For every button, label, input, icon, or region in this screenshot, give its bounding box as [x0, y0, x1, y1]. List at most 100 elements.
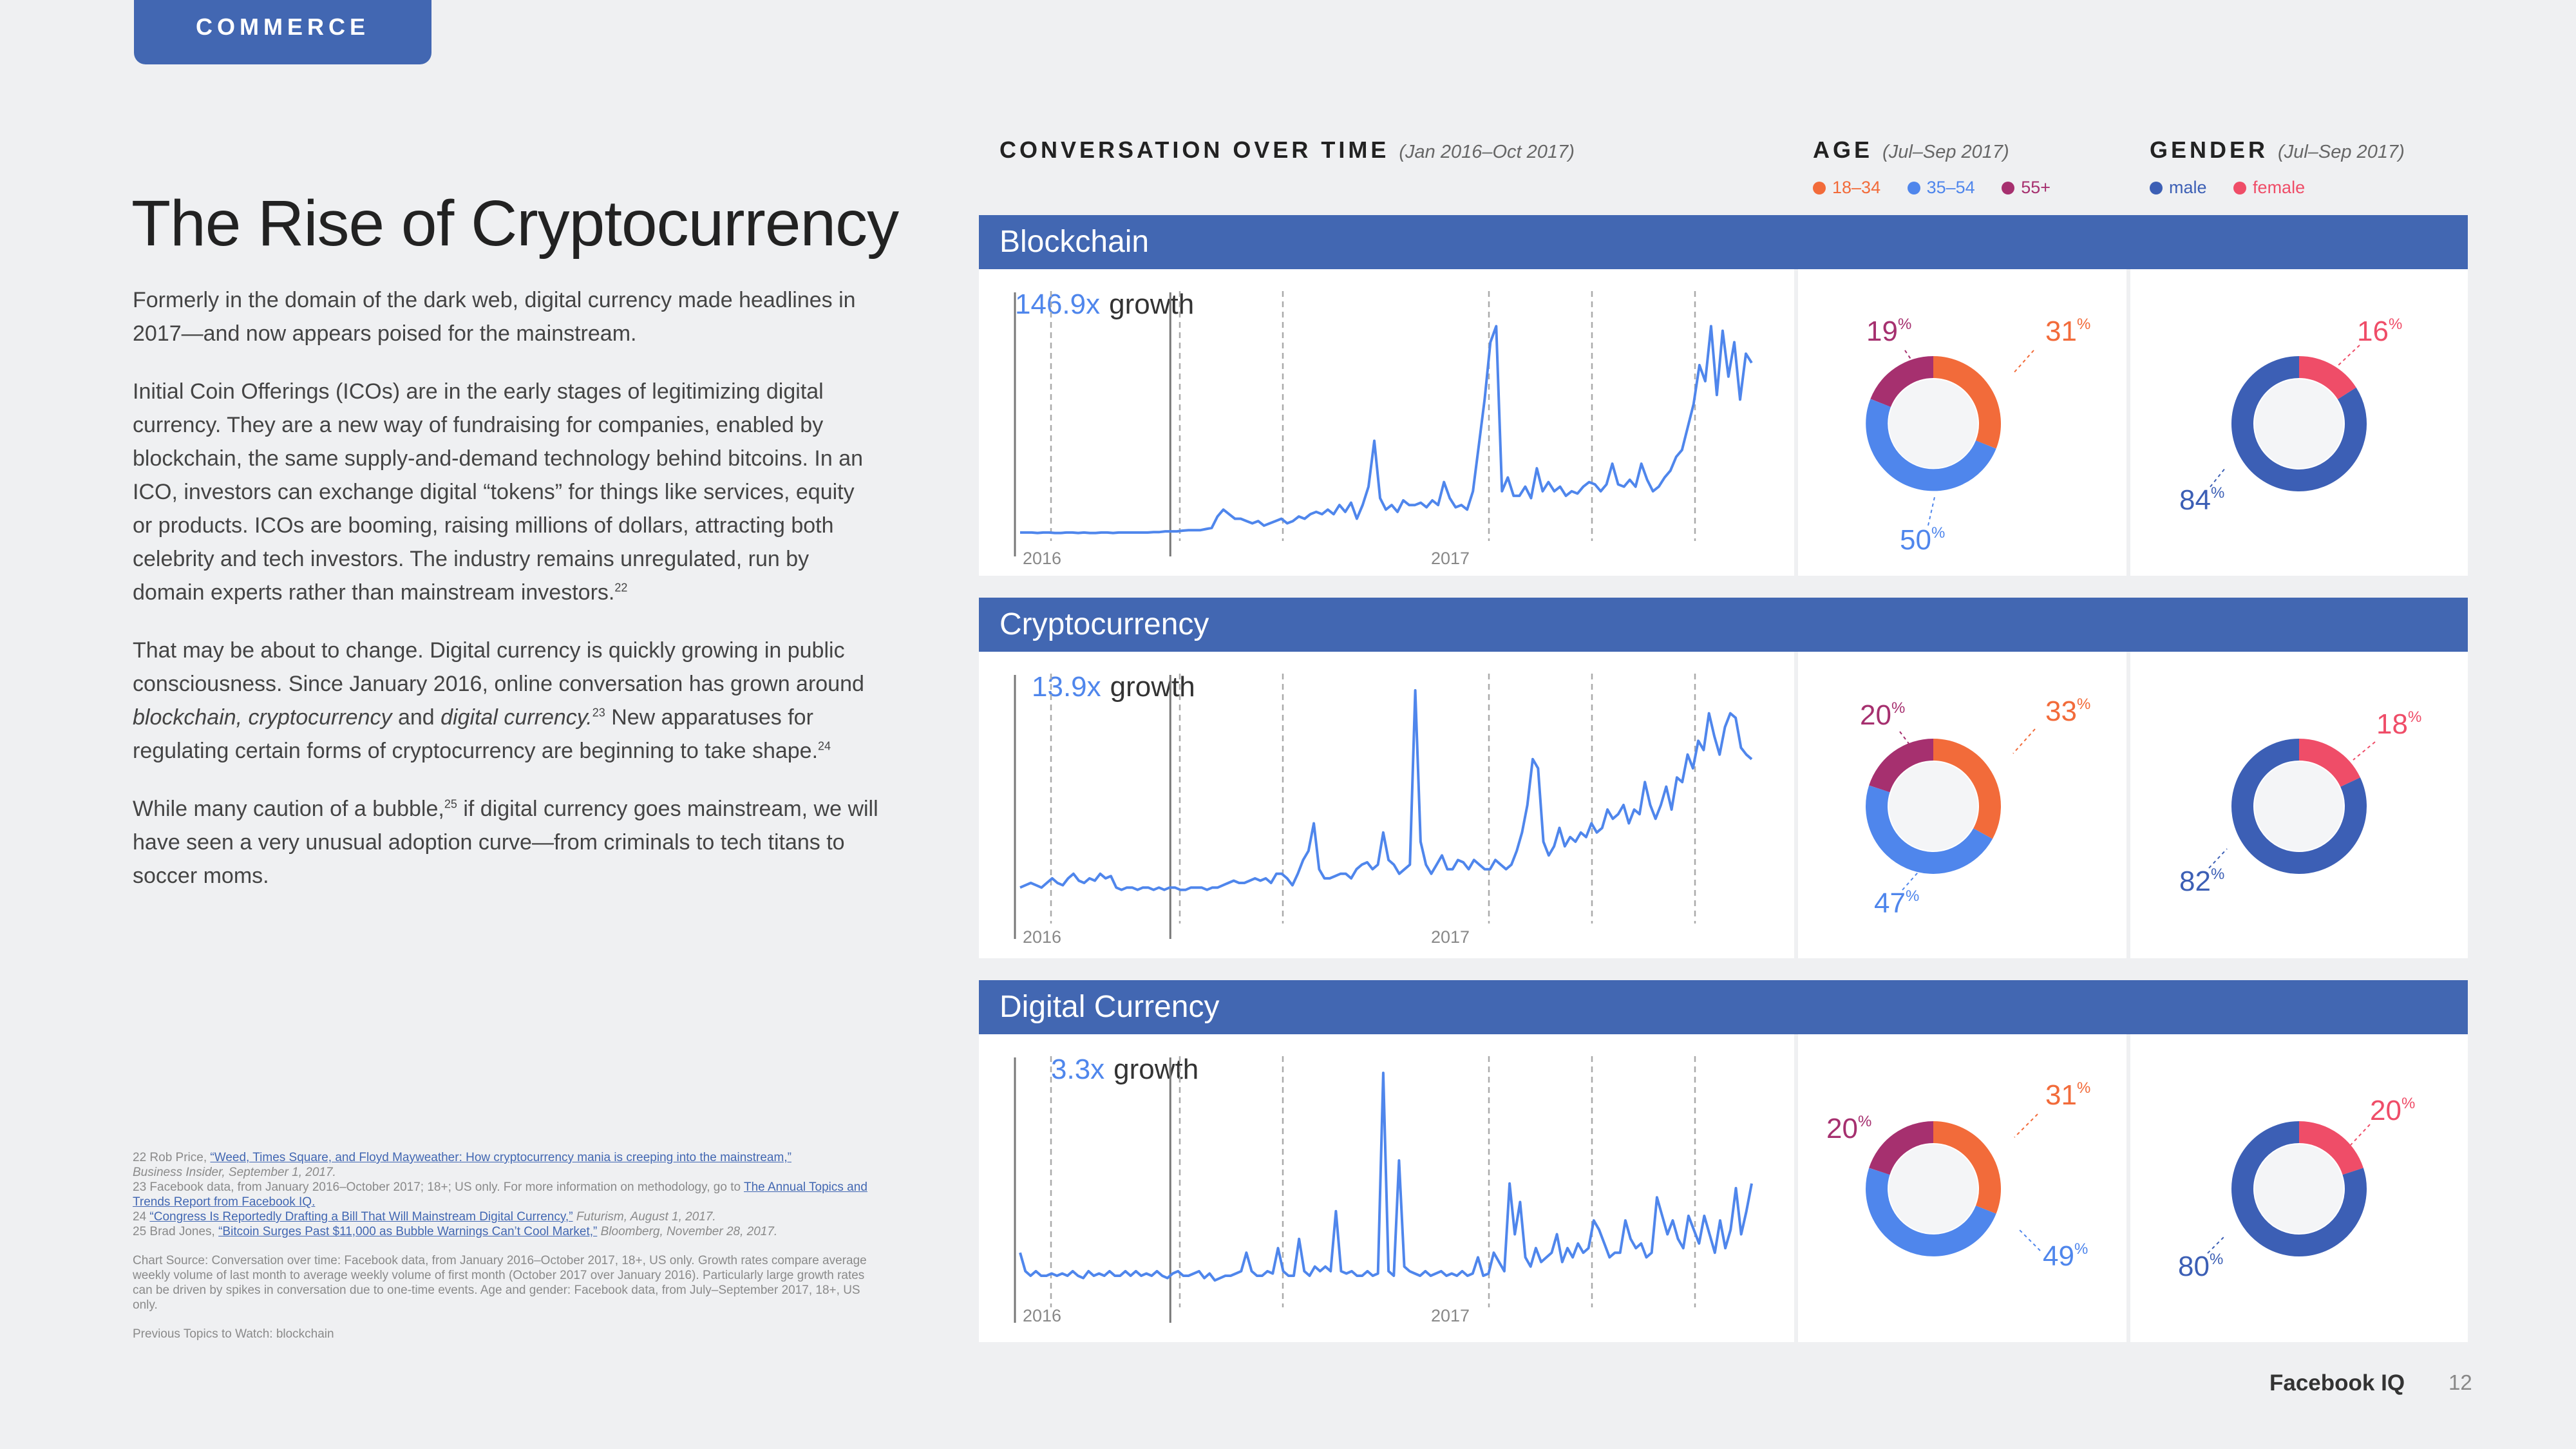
donut-center [2255, 762, 2344, 851]
age-pct-35-54: 49% [2043, 1240, 2088, 1272]
intro-paragraph-4: While many caution of a bubble,25 if dig… [133, 797, 878, 888]
topic-bar-blockchain: Blockchain [979, 215, 2468, 269]
gender-panel-digital-currency: 20% 80% [2130, 1034, 2468, 1342]
gender-donut-cryptocurrency [2231, 739, 2367, 874]
line-panel-blockchain: 146.9x growth 2016 2017 [979, 269, 1794, 576]
legend-item-female: female [2233, 178, 2305, 197]
topic-bar-cryptocurrency: Cryptocurrency [979, 598, 2468, 652]
gender-leaders-cryptocurrency [2208, 741, 2376, 869]
age-slice-18-34 [1933, 739, 2001, 839]
footnote-23: 23 Facebook data, from January 2016–Octo… [133, 1180, 867, 1209]
footnote-24-link[interactable]: “Congress Is Reportedly Drafting a Bill … [149, 1210, 573, 1224]
gender-heading: GENDER (Jul–Sep 2017) [2150, 137, 2405, 163]
gender-date-range: (Jul–Sep 2017) [2278, 142, 2405, 162]
series-line-digital-currency [1019, 1072, 1753, 1282]
intro-paragraph-2: Initial Coin Offerings (ICOs) are in the… [133, 379, 864, 605]
age-pct-35-54: 50% [1900, 524, 1946, 556]
line-chart-cryptocurrency [1014, 674, 1753, 939]
gender-pct-male: 80% [2178, 1251, 2224, 1282]
line-chart-blockchain [1014, 291, 1753, 556]
donut-center [1889, 762, 1978, 851]
age-donut-digital-currency [1866, 1121, 2001, 1256]
age-panel-digital-currency: 31% 20% 49% [1798, 1034, 2126, 1342]
age-panel-cryptocurrency: 33% 20% 47% [1798, 652, 2126, 958]
footnote-23-link[interactable]: The Annual Topics and Trends Report from… [133, 1180, 867, 1209]
legend-item-18-34: 18–34 [1813, 178, 1880, 197]
facebook-iq-logo: Facebook IQ [2269, 1370, 2405, 1396]
gender-slice-female [2298, 739, 2360, 788]
footnote-24: 24 “Congress Is Reportedly Drafting a Bi… [133, 1210, 716, 1224]
previous-topics-note: Previous Topics to Watch: blockchain [133, 1327, 334, 1341]
year-label-2017: 2017 [1431, 927, 1470, 947]
series-line-blockchain [1020, 325, 1753, 535]
age-pct-55-plus: 20% [1860, 699, 1906, 731]
age-pct-35-54: 47% [1874, 887, 1920, 919]
age-slice-55-plus [1870, 356, 1934, 408]
age-slice-35-54 [1866, 1168, 1996, 1256]
age-pct-18-34: 31% [2045, 316, 2091, 347]
topic-bar-digital-currency: Digital Currency [979, 980, 2468, 1034]
chart-source-note: Chart Source: Conversation over time: Fa… [133, 1254, 867, 1312]
gender-slice-male [2231, 1121, 2367, 1256]
age-leaders-digital-currency [1884, 1113, 2041, 1251]
age-pct-18-34: 33% [2045, 696, 2091, 727]
series-line-cryptocurrency [1019, 689, 1753, 891]
year-label-2017: 2017 [1431, 1306, 1470, 1325]
line-panel-cryptocurrency: 13.9x growth 2016 2017 [979, 652, 1794, 958]
gender-donut-digital-currency [2231, 1121, 2367, 1256]
year-label-2016: 2016 [1023, 1306, 1062, 1325]
age-donut-blockchain [1866, 356, 2001, 491]
intro-text: Formerly in the domain of the dark web, … [133, 283, 880, 917]
footnote-ref: 22 [614, 581, 628, 594]
footnote-22: 22 Rob Price, “Weed, Times Square, and F… [133, 1151, 791, 1179]
footnote-25-link[interactable]: “Bitcoin Surges Past $11,000 as Bubble W… [218, 1225, 598, 1238]
year-label-2016: 2016 [1023, 549, 1062, 568]
age-leaders-cryptocurrency [1899, 728, 2036, 891]
age-leaders-blockchain [1904, 350, 2034, 526]
gender-panel-cryptocurrency: 18% 82% [2130, 652, 2468, 958]
gender-leaders-digital-currency [2207, 1124, 2371, 1254]
donut-center [1889, 379, 1978, 468]
gender-slice-male [2231, 739, 2367, 874]
gender-slice-male [2231, 356, 2367, 491]
legend-item-55-plus: 55+ [2002, 178, 2050, 197]
page-title: The Rise of Cryptocurrency [131, 187, 899, 260]
intro-paragraph-3: That may be about to change. Digital cur… [133, 638, 864, 763]
footnote-22-link[interactable]: “Weed, Times Square, and Floyd Mayweathe… [210, 1151, 791, 1164]
gender-slice-female [2298, 356, 2356, 400]
gender-slice-female [2298, 1121, 2363, 1175]
age-panel-blockchain: 31% 19% 50% [1798, 269, 2126, 576]
age-legend: 18–34 35–54 55+ [1813, 178, 2072, 198]
gender-leaders-blockchain [2210, 345, 2360, 488]
year-label-2017: 2017 [1431, 549, 1470, 568]
footnote-ref: 25 [444, 797, 457, 811]
line-chart-digital-currency [1014, 1056, 1753, 1323]
gender-pct-female: 20% [2370, 1095, 2416, 1126]
age-slice-18-34 [1933, 356, 2001, 449]
donut-center [2255, 1144, 2344, 1233]
age-pct-55-plus: 20% [1826, 1113, 1872, 1144]
age-slice-18-34 [1933, 1121, 2001, 1214]
year-label-2016: 2016 [1023, 927, 1062, 947]
page-number: 12 [2448, 1370, 2472, 1394]
gender-panel-blockchain: 16% 84% [2130, 269, 2468, 576]
age-heading: AGE (Jul–Sep 2017) [1813, 137, 2009, 163]
legend-item-male: male [2150, 178, 2207, 197]
age-pct-18-34: 31% [2045, 1079, 2091, 1111]
legend-item-35-54: 35–54 [1907, 178, 1975, 197]
age-donut-cryptocurrency [1866, 739, 2001, 874]
gender-pct-male: 84% [2179, 484, 2225, 516]
growth-label-digital-currency: 3.3x growth [1051, 1054, 1199, 1085]
footnote-ref: 24 [818, 739, 831, 753]
line-panel-digital-currency: 3.3x growth 2016 2017 [979, 1034, 1794, 1342]
age-slice-55-plus [1869, 739, 1934, 793]
age-slice-55-plus [1869, 1121, 1934, 1175]
footnote-ref: 23 [592, 706, 605, 719]
gender-pct-male: 82% [2179, 866, 2225, 897]
age-pct-55-plus: 19% [1866, 316, 1912, 347]
conversation-heading: CONVERSATION OVER TIME (Jan 2016–Oct 201… [999, 137, 1575, 163]
gender-pct-female: 16% [2357, 316, 2403, 347]
donut-center [2255, 379, 2344, 468]
gender-donut-blockchain [2231, 356, 2367, 491]
conversation-date-range: (Jan 2016–Oct 2017) [1399, 142, 1575, 162]
